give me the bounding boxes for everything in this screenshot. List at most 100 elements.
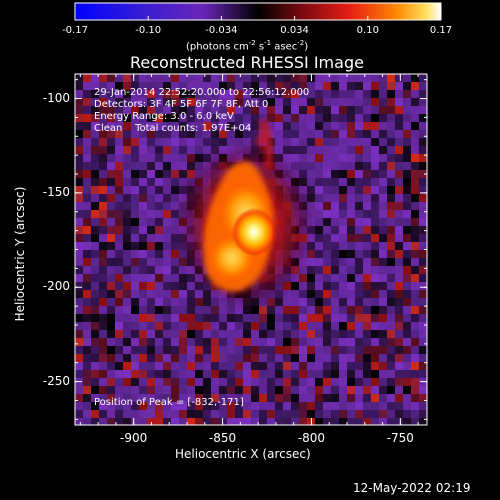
noise-pixel bbox=[403, 362, 411, 370]
noise-pixel bbox=[371, 90, 379, 98]
noise-pixel bbox=[219, 410, 227, 418]
noise-pixel bbox=[131, 186, 139, 194]
noise-pixel bbox=[139, 138, 147, 146]
noise-pixel bbox=[355, 218, 363, 226]
units-mid-2: asec bbox=[271, 41, 298, 53]
noise-pixel bbox=[123, 282, 131, 290]
noise-pixel bbox=[171, 130, 179, 138]
noise-pixel bbox=[75, 258, 83, 266]
noise-pixel bbox=[187, 362, 195, 370]
noise-pixel bbox=[115, 138, 123, 146]
noise-pixel bbox=[75, 418, 83, 425]
noise-pixel bbox=[387, 362, 395, 370]
noise-pixel bbox=[267, 322, 275, 330]
noise-pixel bbox=[115, 282, 123, 290]
noise-pixel bbox=[75, 186, 83, 194]
noise-pixel bbox=[147, 146, 155, 154]
noise-pixel bbox=[219, 90, 227, 98]
noise-pixel bbox=[147, 378, 155, 386]
noise-pixel bbox=[419, 258, 427, 266]
noise-pixel bbox=[123, 242, 131, 250]
noise-pixel bbox=[115, 154, 123, 162]
noise-pixel bbox=[123, 354, 131, 362]
noise-pixel bbox=[107, 314, 115, 322]
noise-pixel bbox=[75, 138, 83, 146]
noise-pixel bbox=[123, 306, 131, 314]
noise-pixel bbox=[147, 218, 155, 226]
noise-pixel bbox=[115, 250, 123, 258]
noise-pixel bbox=[403, 218, 411, 226]
noise-pixel bbox=[403, 266, 411, 274]
noise-pixel bbox=[179, 106, 187, 114]
noise-pixel bbox=[315, 154, 323, 162]
noise-pixel bbox=[395, 346, 403, 354]
noise-pixel bbox=[355, 274, 363, 282]
noise-pixel bbox=[315, 290, 323, 298]
noise-pixel bbox=[323, 354, 331, 362]
noise-pixel bbox=[371, 386, 379, 394]
noise-pixel bbox=[171, 154, 179, 162]
noise-pixel bbox=[147, 306, 155, 314]
colorbar-units: (photons cm-2 s-1 asec-2) bbox=[186, 39, 308, 52]
noise-pixel bbox=[347, 314, 355, 322]
noise-pixel bbox=[251, 418, 259, 425]
noise-pixel bbox=[83, 154, 91, 162]
noise-pixel bbox=[195, 290, 203, 298]
noise-pixel bbox=[395, 306, 403, 314]
noise-pixel bbox=[379, 330, 387, 338]
noise-pixel bbox=[83, 258, 91, 266]
noise-pixel bbox=[91, 338, 99, 346]
noise-pixel bbox=[339, 122, 347, 130]
noise-pixel bbox=[91, 194, 99, 202]
noise-pixel bbox=[163, 274, 171, 282]
noise-pixel bbox=[75, 266, 83, 274]
noise-pixel bbox=[163, 82, 171, 90]
noise-pixel bbox=[155, 402, 163, 410]
noise-pixel bbox=[179, 122, 187, 130]
noise-pixel bbox=[347, 154, 355, 162]
noise-pixel bbox=[147, 418, 155, 425]
noise-pixel bbox=[195, 322, 203, 330]
noise-pixel bbox=[379, 114, 387, 122]
noise-pixel bbox=[355, 234, 363, 242]
noise-pixel bbox=[355, 170, 363, 178]
noise-pixel bbox=[123, 162, 131, 170]
noise-pixel bbox=[115, 98, 123, 106]
noise-pixel bbox=[411, 106, 419, 114]
noise-pixel bbox=[387, 314, 395, 322]
noise-pixel bbox=[195, 402, 203, 410]
noise-pixel bbox=[227, 410, 235, 418]
noise-pixel bbox=[363, 394, 371, 402]
noise-pixel bbox=[139, 322, 147, 330]
noise-pixel bbox=[307, 282, 315, 290]
noise-pixel bbox=[331, 138, 339, 146]
noise-pixel bbox=[331, 282, 339, 290]
noise-pixel bbox=[323, 170, 331, 178]
noise-pixel bbox=[139, 330, 147, 338]
noise-pixel bbox=[387, 394, 395, 402]
noise-pixel bbox=[419, 186, 427, 194]
noise-pixel bbox=[163, 154, 171, 162]
noise-pixel bbox=[155, 138, 163, 146]
noise-pixel bbox=[379, 98, 387, 106]
noise-pixel bbox=[83, 234, 91, 242]
noise-pixel bbox=[155, 178, 163, 186]
noise-pixel bbox=[171, 234, 179, 242]
noise-pixel bbox=[99, 330, 107, 338]
noise-pixel bbox=[147, 82, 155, 90]
noise-pixel bbox=[299, 314, 307, 322]
noise-pixel bbox=[299, 106, 307, 114]
noise-pixel bbox=[371, 362, 379, 370]
noise-pixel bbox=[187, 138, 195, 146]
noise-pixel bbox=[259, 74, 267, 82]
noise-pixel bbox=[147, 274, 155, 282]
noise-pixel bbox=[131, 122, 139, 130]
noise-pixel bbox=[355, 418, 363, 425]
noise-pixel bbox=[275, 74, 283, 82]
noise-pixel bbox=[307, 90, 315, 98]
noise-pixel bbox=[211, 90, 219, 98]
noise-pixel bbox=[171, 330, 179, 338]
noise-pixel bbox=[323, 338, 331, 346]
noise-pixel bbox=[227, 378, 235, 386]
noise-pixel bbox=[291, 370, 299, 378]
